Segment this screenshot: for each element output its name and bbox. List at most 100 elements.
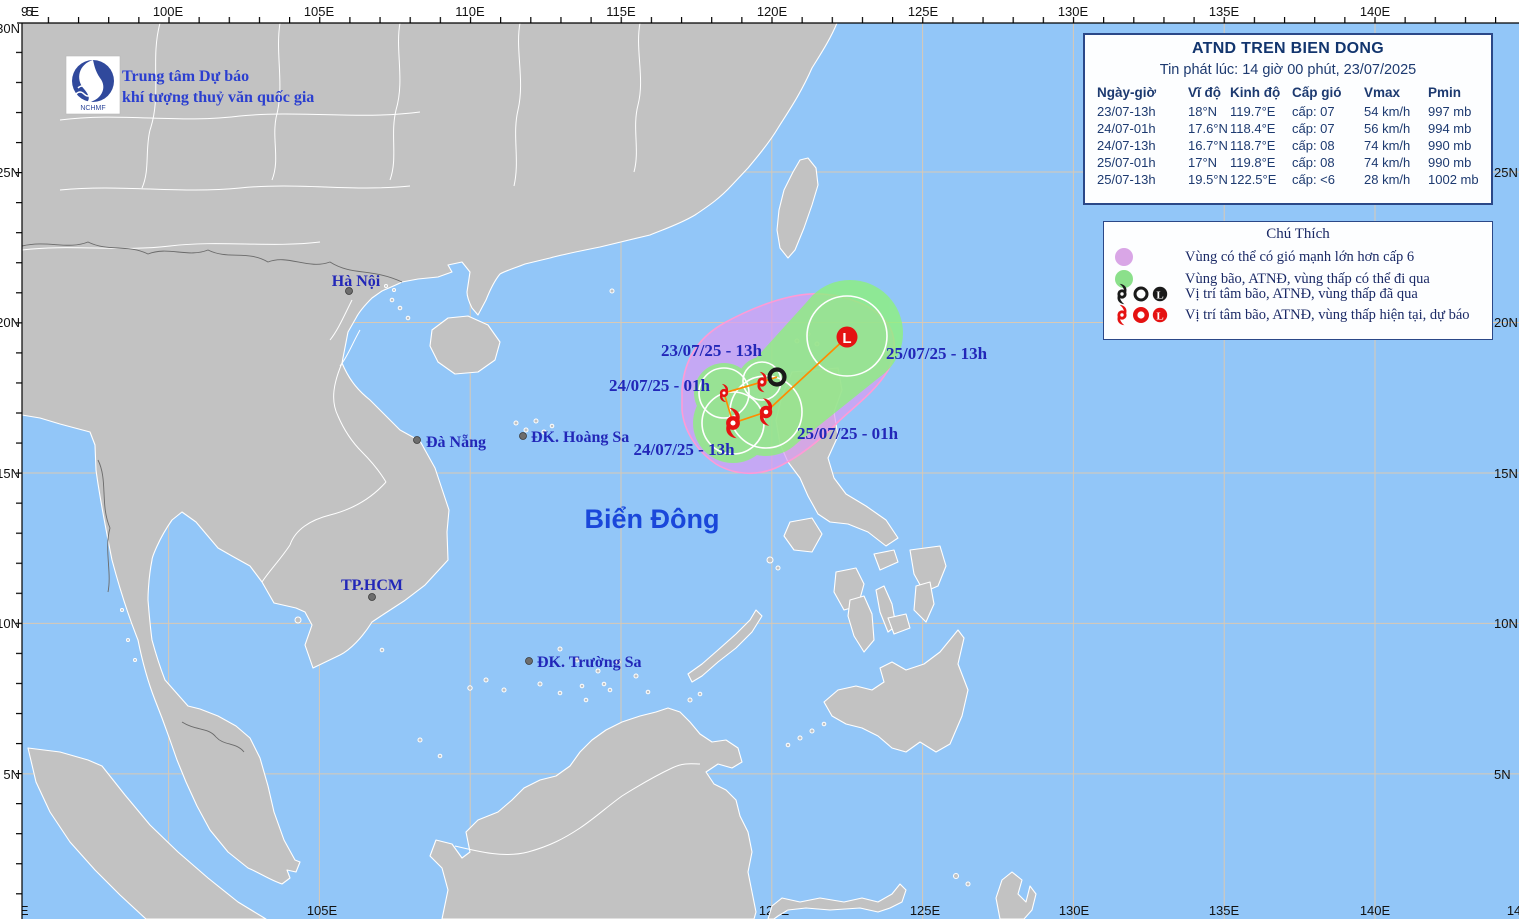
axis-label: 5N bbox=[3, 767, 20, 782]
axis-label: 125E bbox=[908, 4, 939, 19]
col-header: Pmin bbox=[1428, 85, 1462, 100]
axis-label: 10N bbox=[0, 616, 20, 631]
top-axis-labels: 95E 100E 105E 110E 115E 120E 125E 130E 1… bbox=[21, 4, 1391, 19]
legend-item-past-position: L Vị trí tâm bão, ATNĐ, vùng thấp đã qua bbox=[1104, 283, 1492, 305]
svg-text:L: L bbox=[1156, 311, 1163, 323]
axis-label: 5N bbox=[1494, 767, 1511, 782]
axis-label: 15N bbox=[1494, 466, 1518, 481]
landmass-sumatra bbox=[27, 747, 267, 919]
city-dot-hcmc bbox=[368, 593, 376, 601]
table-header-row: Ngày-giờ Vĩ độ Kinh độ Cấp gió Vmax Pmin bbox=[1097, 85, 1486, 103]
small-islands bbox=[120, 284, 971, 887]
storm-forecast-table: Ngày-giờ Vĩ độ Kinh độ Cấp gió Vmax Pmin… bbox=[1097, 85, 1486, 188]
track-label: 25/07/25 - 01h bbox=[797, 424, 899, 443]
axis-label: 120E bbox=[757, 4, 788, 19]
storm-info-title: ATND TREN BIEN DONG bbox=[1191, 40, 1385, 57]
legend-item-track-area: Vùng bão, ATNĐ, vùng thấp có thể đi qua bbox=[1104, 270, 1492, 288]
table-row: 23/07-13h 18°N 119.7°E cấp: 07 54 km/h 997 mb bbox=[1097, 104, 1472, 119]
storm-info-issued: Tin phát lúc: 14 giờ 00 phút, 23/07/2025 bbox=[1159, 62, 1417, 78]
table-row: 25/07-01h 17°N 119.8°E cấp: 08 74 km/h 990 mb bbox=[1097, 155, 1472, 170]
depression-ring-icon bbox=[1133, 286, 1149, 302]
depression-ring-icon bbox=[1132, 306, 1150, 324]
landmass-taiwan bbox=[776, 157, 819, 259]
city-label-danang: Đà Nẵng bbox=[426, 434, 486, 451]
axis-label: 110E bbox=[455, 4, 485, 19]
logo-abbr: NCHMF bbox=[80, 105, 105, 112]
axis-label: 145E bbox=[1507, 903, 1519, 918]
axis-label: 20N bbox=[0, 315, 20, 330]
axis-label: 140E bbox=[1360, 4, 1391, 19]
left-axis-labels: 30N 25N 20N 15N 10N 5N bbox=[0, 21, 20, 782]
col-header: Cấp gió bbox=[1292, 85, 1342, 100]
station-dot-hoangsa bbox=[519, 432, 527, 440]
table-row: 24/07-01h 17.6°N 118.4°E cấp: 07 56 km/h 994 … bbox=[1097, 121, 1472, 136]
track-date-labels: 23/07/25 - 13h 24/07/25 - 01h 24/07/25 -… bbox=[609, 341, 988, 459]
right-axis-labels: 25N 20N 15N 10N 5N bbox=[1494, 165, 1518, 782]
city-label-hcmc: TP.HCM bbox=[341, 577, 403, 594]
agency-name-line1: Trung tâm Dự báo bbox=[122, 68, 249, 85]
svg-text:L: L bbox=[1156, 290, 1163, 302]
landmass-mindoro bbox=[783, 517, 823, 553]
track-label: 23/07/25 - 13h bbox=[661, 341, 763, 360]
station-dot-truongsa bbox=[525, 657, 533, 665]
legend-item-wind-area: Vùng có thể có gió mạnh lớn hơn cấp 6 bbox=[1104, 248, 1492, 266]
axis-label: 135E bbox=[1209, 4, 1240, 19]
axis-label: 105E bbox=[307, 903, 338, 918]
axis-label: 30N bbox=[0, 21, 20, 36]
low-pressure-marker-icon: L bbox=[836, 326, 858, 348]
legend-panel: Chú Thích Vùng có thể có gió mạnh lớn hơ… bbox=[1103, 221, 1493, 340]
province-borders bbox=[21, 22, 701, 855]
axis-label: 15N bbox=[0, 466, 20, 481]
track-label: 24/07/25 - 13h bbox=[633, 440, 735, 459]
low-pressure-icon: L bbox=[1152, 286, 1168, 302]
axis-label: 115E bbox=[606, 4, 636, 19]
sea-name-label: Biển Đông bbox=[585, 504, 720, 534]
landmass-borneo bbox=[429, 707, 757, 919]
city-dot-danang bbox=[413, 436, 421, 444]
table-row: 24/07-13h 16.7°N 118.7°E cấp: 08 74 km/h 990 … bbox=[1097, 138, 1472, 153]
axis-label: 20N bbox=[1494, 315, 1518, 330]
agency-name-line2: khí tượng thuỷ văn quốc gia bbox=[122, 89, 314, 106]
landmass-mindanao bbox=[823, 629, 969, 753]
track-label: 25/07/25 - 13h bbox=[886, 344, 988, 363]
green-area-swatch-icon bbox=[1115, 270, 1133, 288]
axis-label: 125E bbox=[910, 903, 941, 918]
axis-label: 130E bbox=[1059, 903, 1090, 918]
track-label: 24/07/25 - 01h bbox=[609, 376, 711, 395]
landmass-halmahera bbox=[995, 871, 1037, 919]
past-position-ring-icon bbox=[767, 367, 787, 387]
landmass-palawan bbox=[687, 609, 763, 683]
country-borders bbox=[21, 241, 403, 753]
city-label-hanoi: Hà Nội bbox=[332, 273, 381, 290]
axis-label: 130E bbox=[1058, 4, 1089, 19]
legend-title: Chú Thích bbox=[1266, 226, 1330, 242]
station-label-truongsa: ĐK. Trường Sa bbox=[537, 654, 642, 671]
agency-logo: NCHMF Trung tâm Dự báo khí tượng thuỷ vă… bbox=[65, 55, 314, 115]
col-header: Kinh độ bbox=[1230, 85, 1281, 100]
axis-label: 25N bbox=[0, 165, 20, 180]
col-header: Vĩ độ bbox=[1188, 85, 1221, 100]
axis-label: 100E bbox=[153, 4, 184, 19]
axis-label: 105E bbox=[304, 4, 335, 19]
landmass-mainland-asia bbox=[21, 22, 838, 885]
storm-info-panel: ATND TREN BIEN DONG Tin phát lúc: 14 giờ… bbox=[1083, 33, 1493, 205]
col-header: Ngày-giờ bbox=[1097, 85, 1157, 100]
city-dot-hanoi bbox=[345, 287, 353, 295]
col-header: Vmax bbox=[1364, 85, 1401, 100]
axis-label: 135E bbox=[1209, 903, 1240, 918]
typhoon-icon bbox=[1117, 304, 1127, 326]
landmass-hainan bbox=[429, 315, 501, 375]
station-label-hoangsa: ĐK. Hoàng Sa bbox=[531, 429, 629, 446]
axis-label: 140E bbox=[1360, 903, 1391, 918]
landmass-sulawesi bbox=[767, 883, 907, 919]
typhoon-icon bbox=[1117, 283, 1127, 305]
legend-item-current-forecast-position: L Vị trí tâm bão, ATNĐ, vùng thấp hiện t… bbox=[1104, 304, 1492, 326]
table-row: 25/07-13h 19.5°N 122.5°E cấp: <6 28 km/h 1002… bbox=[1097, 172, 1479, 187]
purple-area-swatch-icon bbox=[1115, 248, 1133, 266]
low-pressure-icon: L bbox=[1152, 307, 1168, 323]
svg-text:L: L bbox=[842, 330, 851, 347]
axis-label: 10N bbox=[1494, 616, 1518, 631]
axis-label: 25N bbox=[1494, 165, 1518, 180]
